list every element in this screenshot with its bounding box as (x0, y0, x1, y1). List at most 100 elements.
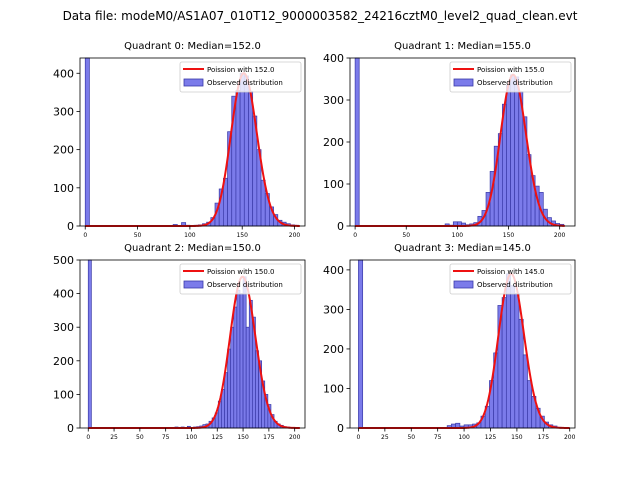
panel-quadrant-1: Quadrant 1: Median=155.0 0 100 200 300 400 0 5… (323, 41, 576, 239)
x-tick-label: 0 (83, 232, 87, 239)
x-tick-label: 25 (110, 434, 118, 441)
histogram-bar (224, 372, 228, 429)
legend-bar-label: Observed distribution (477, 79, 553, 87)
axes-frame (79, 57, 306, 227)
legend-frame (449, 263, 572, 295)
panel-quadrant-2: Quadrant 2: Median=150.0 0 100 200 300 400 50… (53, 243, 306, 441)
x-tick-label: 200 (289, 232, 301, 239)
histogram-bar (527, 380, 533, 429)
histogram-bar (248, 299, 253, 429)
x-tick-label: 100 (186, 434, 198, 441)
histogram-bar (230, 326, 235, 429)
y-tick-label: 400 (53, 288, 74, 301)
histogram-bar (87, 259, 92, 429)
panel-title: Quadrant 1: Median=155.0 (394, 41, 531, 52)
histogram-bar (239, 293, 244, 429)
x-tick-label: 150 (503, 232, 515, 239)
legend-line-label: Poission with 145.0 (477, 268, 545, 276)
x-tick-label: 200 (564, 434, 576, 441)
panel-title: Quadrant 2: Median=150.0 (124, 243, 261, 254)
panel-title: Quadrant 3: Median=145.0 (394, 243, 531, 254)
histogram-bar (505, 273, 511, 429)
x-tick-label: 50 (134, 232, 142, 239)
y-tick-label: 300 (53, 105, 74, 118)
y-tick-label: 0 (337, 220, 344, 233)
panel-quadrant-3: Quadrant 3: Median=145.0 0 100 200 300 400 0 2… (323, 243, 576, 441)
legend-line-label: Poission with 155.0 (477, 66, 545, 74)
histogram-bar (239, 72, 245, 227)
x-tick-label: 175 (263, 434, 275, 441)
legend-bar-swatch (453, 280, 474, 289)
x-tick-label: 175 (538, 434, 550, 441)
y-tick-label: 300 (323, 303, 344, 316)
plot-area: 0 100 200 300 400 0 50 100 150 200 (53, 57, 306, 239)
figure-suptitle: Data file: modeM0/AS1A07_010T12_90000035… (63, 9, 578, 23)
x-tick-label: 100 (458, 434, 470, 441)
plot-area: 0 100 200 300 400 0 25 50 75 100 125 150 175 200 (323, 259, 576, 441)
x-tick-label: 200 (554, 232, 566, 239)
y-tick-label: 400 (53, 67, 74, 80)
histogram-bar (227, 348, 232, 429)
y-tick-label: 100 (53, 182, 74, 195)
histogram-bar (522, 354, 528, 429)
histogram-bar (354, 57, 360, 227)
x-tick-label: 125 (212, 434, 224, 441)
y-tick-label: 200 (53, 355, 74, 368)
x-tick-label: 75 (162, 434, 170, 441)
panel-quadrant-0: Quadrant 0: Median=152.0 0 100 200 300 400 0 5… (53, 41, 306, 239)
histogram-bar (236, 289, 241, 429)
y-tick-label: 0 (337, 422, 344, 435)
histogram-bar (358, 259, 364, 429)
legend-frame (179, 263, 302, 295)
legend-bar-swatch (453, 78, 474, 87)
histogram-bar (245, 326, 250, 429)
x-tick-label: 50 (407, 434, 415, 441)
y-tick-label: 100 (323, 178, 344, 191)
histogram-bar (506, 84, 511, 227)
legend-frame (449, 61, 572, 93)
x-tick-label: 0 (86, 434, 90, 441)
plot-area: 0 100 200 300 400 0 50 100 150 200 (323, 52, 576, 239)
x-tick-label: 50 (402, 232, 410, 239)
x-tick-label: 150 (237, 434, 249, 441)
histogram-bar (255, 350, 259, 429)
histogram-bar (243, 75, 249, 227)
legend-bar-swatch (183, 280, 204, 289)
x-tick-label: 75 (434, 434, 442, 441)
y-tick-label: 200 (53, 144, 74, 157)
y-tick-label: 100 (53, 388, 74, 401)
y-tick-label: 200 (323, 136, 344, 149)
legend: Poission with 152.0 Observed distributio… (179, 61, 302, 93)
y-tick-label: 300 (323, 94, 344, 107)
histogram-bar (501, 297, 507, 429)
histogram-bar (518, 318, 524, 429)
x-tick-label: 0 (353, 232, 357, 239)
legend-frame (179, 61, 302, 93)
axes-frame (79, 259, 306, 429)
histogram-bar (235, 90, 241, 227)
y-tick-label: 100 (323, 382, 344, 395)
y-tick-label: 400 (323, 264, 344, 277)
histogram-bar (248, 90, 254, 227)
y-tick-label: 200 (323, 343, 344, 356)
x-tick-label: 100 (184, 232, 196, 239)
x-tick-label: 125 (485, 434, 497, 441)
histogram-bar (510, 285, 516, 429)
y-tick-label: 0 (67, 220, 74, 233)
x-tick-label: 150 (236, 232, 248, 239)
histogram-bar (514, 76, 520, 227)
x-tick-label: 150 (511, 434, 523, 441)
legend-bar-label: Observed distribution (207, 281, 283, 289)
histogram-bar (233, 306, 238, 429)
histogram-bar (514, 293, 520, 429)
legend: Poission with 155.0 Observed distributio… (449, 61, 572, 93)
legend-line-label: Poission with 150.0 (207, 268, 275, 276)
y-tick-label: 500 (53, 254, 74, 267)
x-tick-label: 50 (136, 434, 144, 441)
y-tick-label: 400 (323, 52, 344, 65)
axes-frame (349, 259, 576, 429)
x-tick-label: 25 (381, 434, 389, 441)
panel-title: Quadrant 0: Median=152.0 (124, 41, 261, 52)
legend: Poission with 145.0 Observed distributio… (449, 263, 572, 295)
